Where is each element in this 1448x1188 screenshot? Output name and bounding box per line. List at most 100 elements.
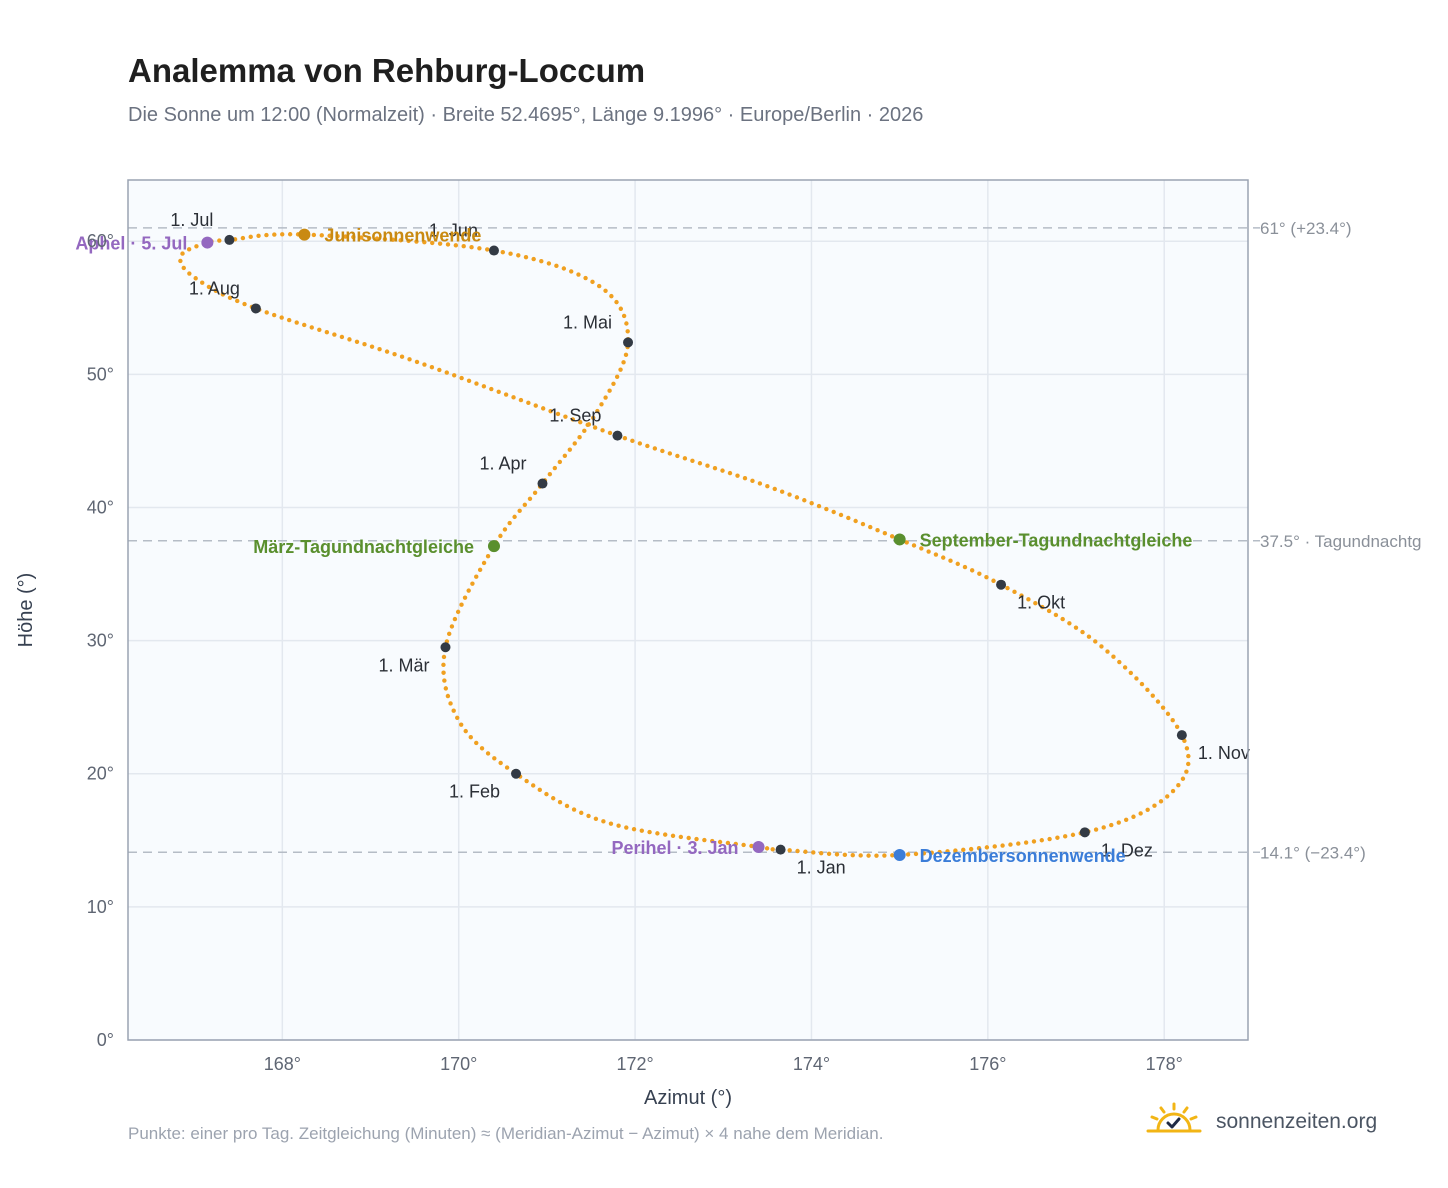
daily-point [1039, 838, 1044, 843]
daily-point [600, 428, 605, 433]
daily-point [882, 531, 888, 536]
daily-point [187, 271, 192, 276]
daily-point [1040, 604, 1045, 610]
daily-point [466, 378, 472, 383]
daily-point [504, 765, 510, 770]
daily-point [913, 851, 919, 857]
daily-point [1138, 811, 1143, 816]
event-point [752, 840, 765, 853]
month-point [488, 245, 499, 256]
plot-area [128, 180, 1248, 1040]
daily-point [1026, 597, 1031, 602]
daily-point [540, 406, 546, 411]
daily-point [530, 783, 536, 788]
daily-point [618, 306, 624, 311]
daily-point [317, 327, 322, 332]
daily-point [663, 832, 668, 837]
daily-point [860, 521, 866, 527]
daily-point [470, 581, 475, 586]
daily-point [882, 853, 887, 858]
daily-point [969, 568, 975, 573]
daily-point [1046, 608, 1052, 614]
month-label: 1. Okt [1017, 593, 1065, 613]
month-point [775, 844, 786, 855]
daily-point [1170, 718, 1175, 723]
daily-point [929, 850, 934, 855]
daily-point [552, 465, 558, 471]
daily-point [544, 791, 549, 797]
daily-point [554, 263, 559, 269]
daily-point [874, 853, 879, 858]
daily-point [1111, 654, 1116, 659]
daily-point [1155, 699, 1161, 704]
daily-point [445, 693, 451, 699]
daily-point [919, 546, 924, 551]
event-label: Dezembersonnenwende [920, 846, 1126, 866]
axis-ticks: 168° 170° 172° 174° 176° 178° 0° 10° 20° 30° 40° 50… [87, 231, 1183, 1074]
daily-point [725, 840, 731, 846]
daily-point [991, 578, 996, 583]
daily-point [547, 471, 553, 477]
daily-point [441, 670, 446, 675]
daily-point [447, 631, 452, 637]
daily-point [294, 320, 299, 325]
daily-point [941, 555, 946, 560]
analemma-curve [178, 232, 1191, 858]
daily-point [324, 329, 330, 335]
daily-point [181, 265, 186, 271]
daily-point [200, 280, 205, 285]
y-tick-label: 60° [87, 231, 114, 251]
daily-point [1008, 842, 1013, 847]
daily-point [539, 258, 544, 264]
y-axis-title: Höhe (°) [15, 573, 37, 648]
daily-point [889, 534, 895, 539]
daily-point [206, 284, 212, 290]
daily-point [492, 756, 497, 761]
daily-point [1128, 670, 1134, 676]
daily-point [1073, 625, 1079, 630]
event-point [298, 228, 311, 241]
month-label: 1. Jun [429, 221, 478, 241]
daily-point [622, 436, 628, 441]
daily-point [441, 662, 446, 668]
daily-point [369, 344, 375, 349]
daily-point [1019, 593, 1024, 598]
month-label: 1. Sep [549, 406, 601, 426]
daily-point [976, 846, 982, 851]
daily-point [937, 849, 942, 855]
daily-point [1101, 825, 1106, 830]
brand[interactable]: sonnenzeiten.org [1146, 1102, 1377, 1141]
daily-point [582, 428, 587, 434]
daily-point [374, 236, 380, 241]
daily-point [449, 624, 455, 629]
daily-point [710, 838, 715, 844]
daily-point [595, 408, 600, 414]
x-tick-label: 170° [440, 1054, 477, 1074]
daily-point [240, 235, 246, 241]
daily-point [332, 332, 337, 337]
daily-point [1186, 761, 1191, 767]
daily-point [911, 543, 917, 548]
daily-point [443, 686, 449, 691]
daily-point [548, 408, 553, 414]
month-point [511, 768, 522, 779]
daily-point [451, 708, 456, 713]
month-label: 1. Nov [1198, 743, 1250, 763]
daily-point [1131, 814, 1136, 819]
daily-point [227, 295, 233, 300]
daily-point [1093, 827, 1099, 832]
event-label: März-Tagundnachtgleiche [253, 537, 474, 557]
daily-point [498, 760, 503, 766]
daily-point [603, 395, 608, 400]
daily-point [1023, 840, 1029, 845]
daily-point [186, 247, 192, 252]
daily-point [1122, 665, 1128, 670]
daily-point [461, 244, 466, 249]
month-label: 1. Mär [378, 655, 429, 675]
reference-line-label: 61° (+23.4°) [1260, 219, 1352, 238]
month-point [1079, 827, 1090, 838]
daily-point [712, 465, 718, 471]
daily-point [1062, 834, 1068, 839]
event-label: Perihel · 3. Jan [611, 838, 738, 858]
daily-point [697, 461, 703, 466]
